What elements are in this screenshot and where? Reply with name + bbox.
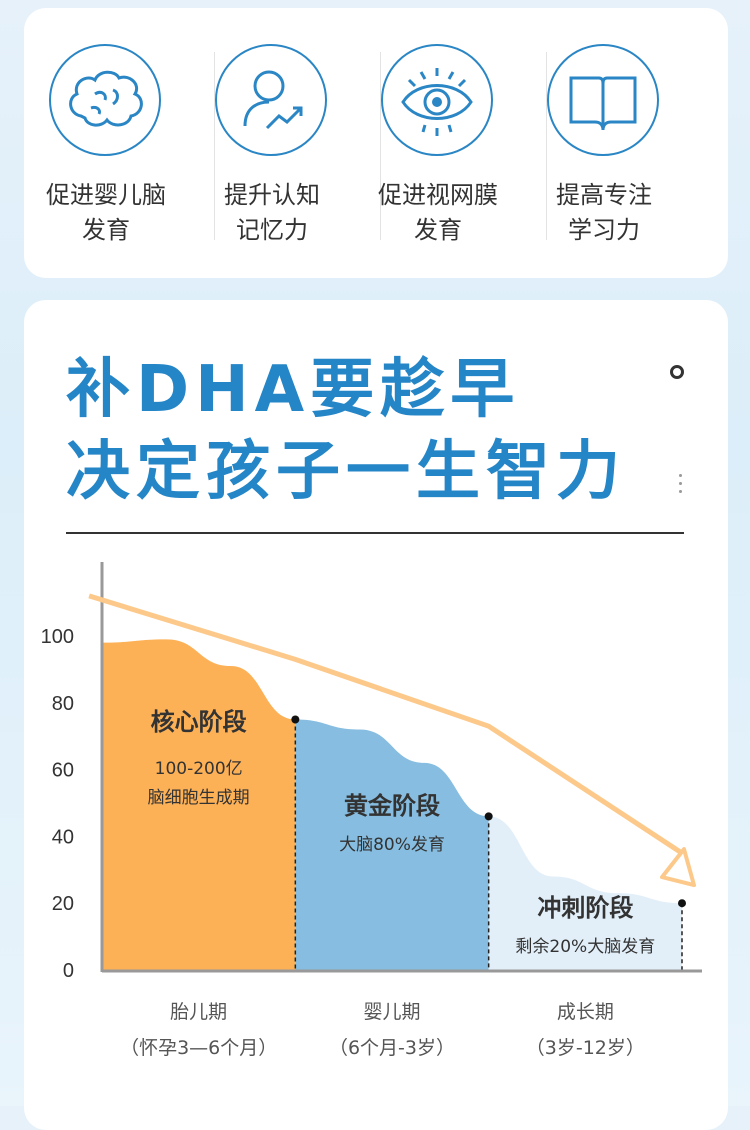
- x-category-range: （6个月-3岁）: [329, 1037, 455, 1059]
- eye-icon-circle: [381, 44, 493, 156]
- y-tick-label: 40: [52, 826, 74, 848]
- stage-1-desc2: 脑细胞生成期: [148, 788, 250, 808]
- chart-card: 补DHA要趁早 决定孩子一生智力 0 20 40 60 80 100 核心阶段 100-200…: [24, 300, 728, 1130]
- y-tick-label: 20: [52, 893, 74, 915]
- headline-line2: 决定孩子一生智力: [66, 435, 626, 509]
- y-tick-label: 0: [63, 960, 74, 982]
- stage-boundary-point: [484, 812, 493, 821]
- stage-1-title: 核心阶段: [151, 708, 247, 736]
- benefit-cognition-line1: 提升认知: [224, 181, 320, 209]
- stage-3-desc1: 剩余20%大脑发育: [515, 937, 655, 957]
- y-tick-label: 80: [52, 693, 74, 715]
- y-tick-label: 100: [41, 626, 74, 648]
- stage-1-desc1: 100-200亿: [155, 759, 243, 779]
- stage-3-title: 冲刺阶段: [537, 894, 633, 922]
- benefits-card: 促进婴儿脑发育 提升认知记忆力 促进视网膜发育: [24, 8, 728, 278]
- book-icon: [569, 76, 637, 131]
- person-growth-icon: [243, 70, 303, 130]
- benefit-retina: 促进视网膜 发育: [356, 8, 522, 278]
- brain-icon: [69, 70, 143, 127]
- x-category-name: 婴儿期: [363, 1001, 420, 1023]
- benefit-focus: 提高专注 学习力: [522, 8, 688, 278]
- benefit-brain-line1: 促进婴儿脑: [46, 181, 166, 209]
- benefit-focus-line1: 提高专注: [556, 181, 652, 209]
- decorative-ring-icon: [670, 365, 684, 379]
- brain-icon-circle: [49, 44, 161, 156]
- benefit-brain-line2: 发育: [82, 216, 130, 244]
- eye-icon: [401, 68, 473, 136]
- headline-divider: [66, 532, 684, 534]
- stage-boundary-point: [291, 715, 300, 724]
- stage-boundary-point: [678, 899, 686, 908]
- stage-2-desc1: 大脑80%发育: [339, 835, 445, 855]
- headline-line1: 补DHA要趁早: [66, 353, 521, 427]
- x-category-name: 成长期: [557, 1001, 614, 1023]
- benefit-retina-line1: 促进视网膜: [378, 181, 498, 209]
- book-icon-circle: [547, 44, 659, 156]
- x-category-name: 胎儿期: [170, 1001, 227, 1023]
- stage-area-2: [295, 719, 489, 970]
- stage-area-1: [102, 639, 296, 970]
- benefit-retina-line2: 发育: [414, 216, 462, 244]
- benefit-cognition: 提升认知 记忆力: [190, 8, 356, 278]
- divider: [214, 52, 215, 240]
- x-category-range: （3岁-12岁）: [526, 1037, 645, 1059]
- stage-area-3: [488, 816, 682, 970]
- benefit-brain: 促进婴儿脑 发育: [24, 8, 190, 278]
- decorative-dots-icon: [679, 474, 683, 498]
- trend-arrow-head: [660, 847, 696, 888]
- divider: [546, 52, 547, 240]
- benefit-cognition-line2: 记忆力: [236, 216, 308, 244]
- trend-arrow-line: [88, 593, 684, 856]
- x-category-range: （怀孕3—6个月）: [120, 1037, 277, 1059]
- y-tick-label: 60: [52, 760, 74, 782]
- benefit-focus-line2: 学习力: [568, 216, 640, 244]
- divider: [380, 52, 381, 240]
- stage-2-title: 黄金阶段: [344, 792, 440, 820]
- person-growth-icon-circle: [215, 44, 327, 156]
